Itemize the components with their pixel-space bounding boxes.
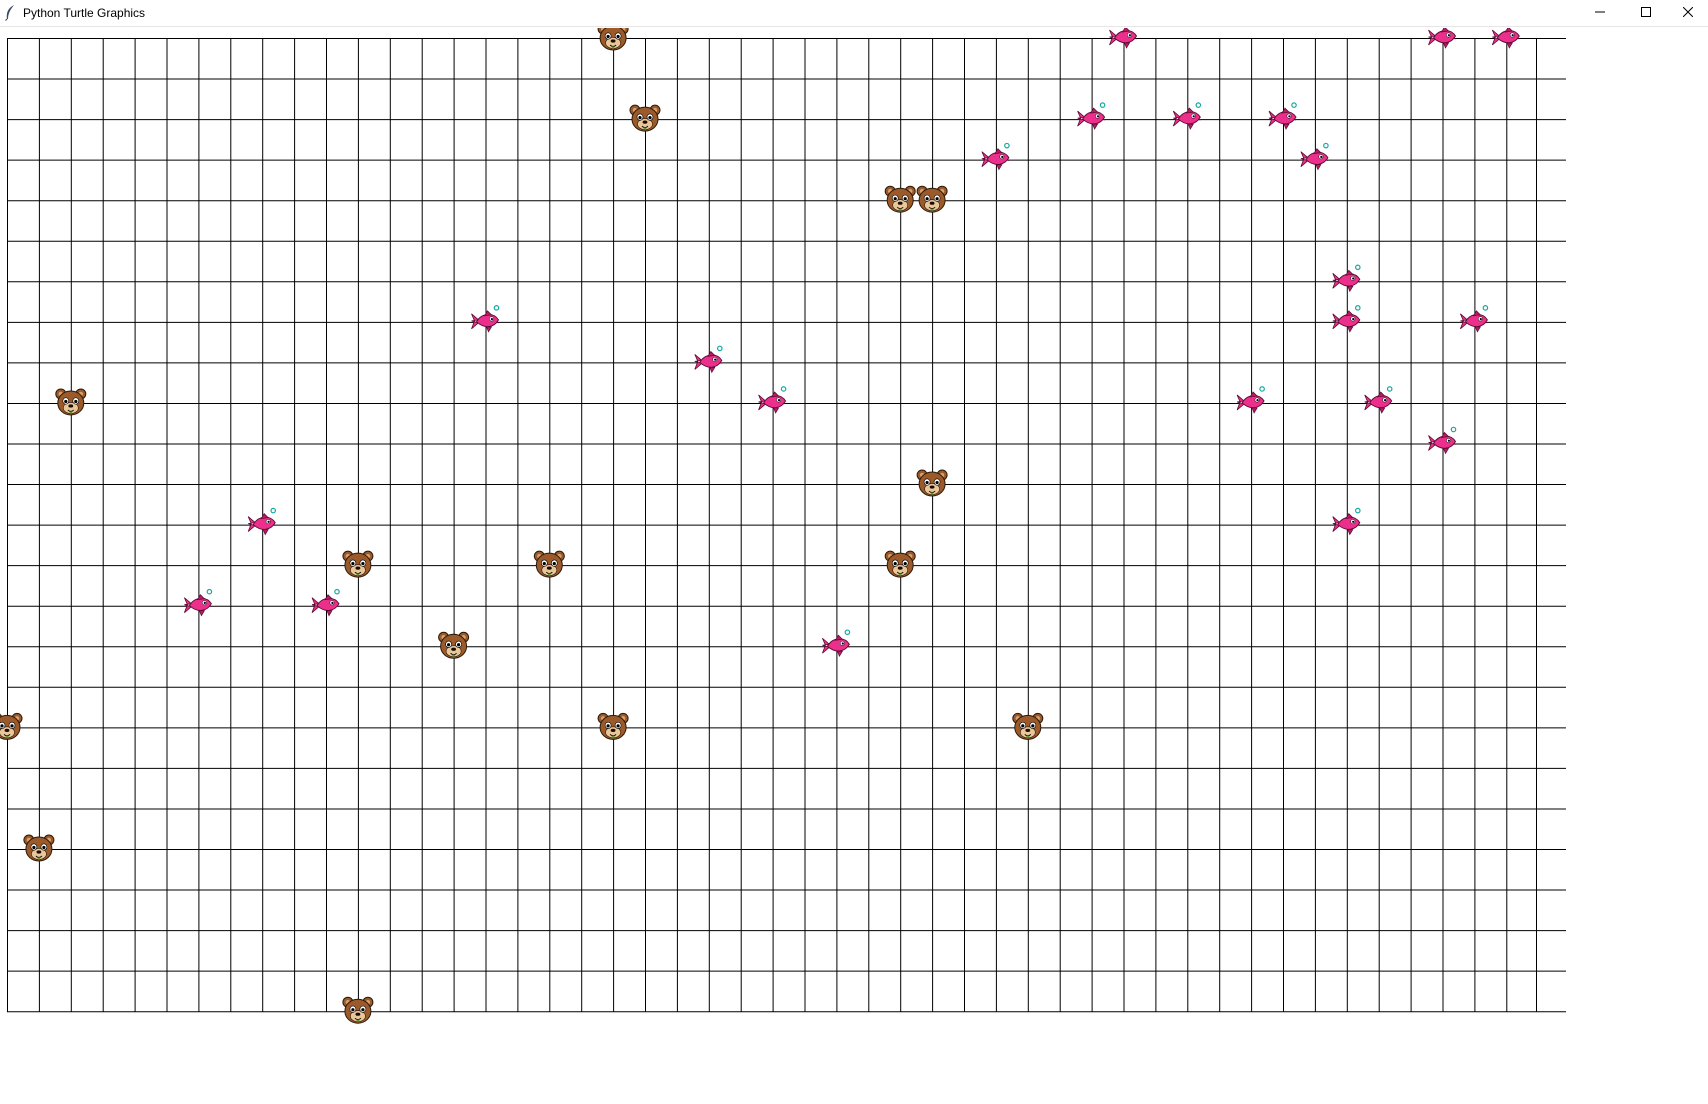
maximize-icon (1641, 4, 1651, 22)
bear-face-icon (438, 631, 470, 659)
pink-fish-icon (1332, 507, 1361, 536)
bubble-icon (1355, 305, 1361, 311)
bear-face-icon (342, 550, 374, 578)
bubble-icon (1323, 142, 1329, 149)
bubble-icon (1450, 426, 1457, 433)
maximize-button[interactable] (1623, 0, 1669, 26)
pink-fish-icon (1428, 426, 1457, 455)
bear-face-icon (1012, 712, 1044, 740)
simulation-grid (0, 28, 1566, 1024)
bear-face-icon (916, 469, 948, 497)
close-button[interactable] (1668, 0, 1708, 26)
bear-face-icon (0, 712, 23, 740)
bubble-icon (780, 386, 787, 392)
bubble-icon (1099, 102, 1106, 108)
bubble-icon (1291, 102, 1297, 108)
bubble-icon (493, 305, 500, 311)
minimize-button[interactable] (1577, 0, 1623, 26)
pink-fish-icon (247, 507, 277, 536)
bear-face-icon (533, 550, 565, 578)
pink-fish-icon (1077, 102, 1106, 130)
bubble-icon (334, 588, 340, 595)
bubble-icon (1355, 507, 1361, 514)
bear-face-icon (597, 712, 629, 740)
window-title: Python Turtle Graphics (23, 6, 146, 20)
bear-face-icon (916, 185, 948, 213)
bear-face-icon (629, 104, 661, 132)
bubble-icon (1195, 102, 1202, 108)
title-bar[interactable]: Python Turtle Graphics (0, 0, 1708, 27)
pink-fish-icon (471, 305, 500, 333)
pink-fish-icon (311, 588, 340, 617)
pink-fish-icon (1109, 28, 1138, 49)
grid-lines (7, 38, 1566, 1013)
bears-layer (0, 28, 1044, 1024)
pink-fish-icon (1332, 305, 1361, 333)
bubble-icon (1259, 386, 1265, 392)
pink-fish-icon (1236, 386, 1265, 414)
pink-fish-icon (1332, 264, 1361, 293)
pink-fish-icon (694, 345, 723, 374)
minimize-icon (1595, 4, 1605, 22)
pink-fish-icon (1300, 142, 1329, 171)
bubble-icon (206, 588, 213, 595)
feather-icon (4, 4, 18, 21)
fish-layer (184, 28, 1520, 658)
pink-fish-icon (184, 588, 213, 617)
bubble-icon (1004, 142, 1010, 149)
turtle-canvas[interactable] (0, 28, 1708, 1104)
pink-fish-icon (1364, 386, 1393, 414)
bear-face-icon (55, 388, 87, 416)
close-icon (1682, 4, 1694, 22)
bear-face-icon (884, 185, 916, 213)
pink-fish-icon (1268, 102, 1297, 130)
pink-fish-icon (758, 386, 787, 414)
bear-face-icon (23, 834, 55, 862)
pink-fish-icon (1460, 305, 1489, 333)
pink-fish-icon (822, 629, 851, 658)
pink-fish-icon (1172, 102, 1202, 130)
pink-fish-icon (981, 142, 1010, 171)
bear-face-icon (342, 996, 374, 1024)
bubble-icon (716, 345, 723, 352)
bubble-icon (270, 507, 277, 514)
bubble-icon (1386, 386, 1393, 392)
bubble-icon (1482, 305, 1489, 311)
bear-face-icon (597, 28, 629, 51)
bubble-icon (844, 629, 851, 636)
pink-fish-icon (1491, 28, 1520, 49)
bear-face-icon (884, 550, 916, 578)
bubble-icon (1355, 264, 1361, 271)
pink-fish-icon (1428, 28, 1457, 49)
